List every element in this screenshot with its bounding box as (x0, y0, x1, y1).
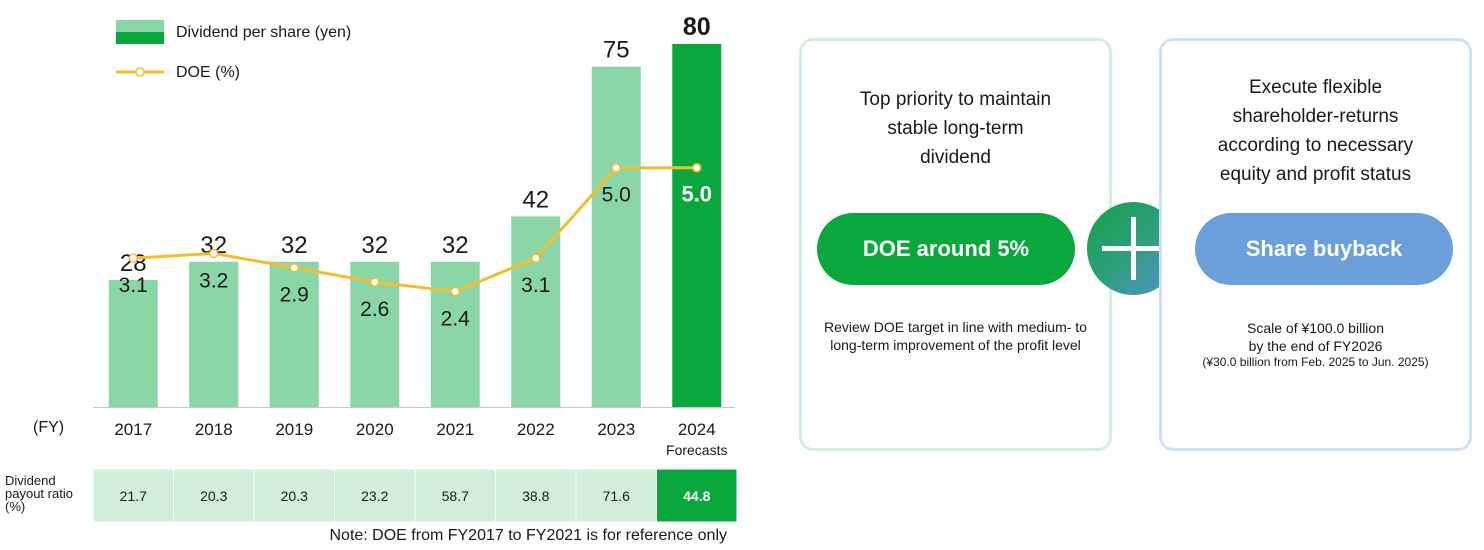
payout-value-2020: 23.2 (361, 488, 388, 504)
payout-value-2018: 20.3 (200, 488, 227, 504)
doe-line (133, 166, 697, 293)
doe-point-2022 (531, 253, 541, 263)
payout-value-2017: 21.7 (120, 488, 147, 504)
doe-value-label-2023: 5.0 (602, 184, 631, 207)
doe-point-2017 (128, 253, 138, 263)
payout-row-label-3: (%) (5, 499, 25, 514)
x-tick-label-2019: 2019 (275, 420, 313, 439)
doe-point-2019 (289, 262, 299, 273)
doe-point-2021 (450, 286, 460, 297)
x-tick-label-2018: 2018 (195, 420, 233, 439)
buyback-note-line2: by the end of FY2026 (1248, 338, 1383, 354)
payout-cell-2024 (656, 468, 738, 523)
doe-value-label-2021: 2.4 (441, 308, 471, 331)
x-tick-label-2023: 2023 (597, 420, 635, 439)
buyback-note-line3: (¥30.0 billion from Feb. 2025 to Jun. 20… (1202, 355, 1429, 369)
bar-value-label-2022: 42 (522, 186, 549, 213)
bar-value-label-2020: 32 (361, 232, 388, 259)
legend-marker-doe (135, 67, 145, 77)
x-tick-label-2021: 2021 (436, 420, 474, 439)
buyback-policy-card: Execute flexible shareholder-returns acc… (1159, 38, 1472, 451)
doe-card-heading: Top priority to maintain stable long-ter… (859, 89, 1052, 168)
buyback-card-heading: Execute flexible shareholder-returns acc… (1217, 77, 1414, 185)
bar-value-label-2019: 32 (281, 232, 308, 259)
forecast-label: Forecasts (666, 442, 727, 458)
bar-2019 (269, 261, 319, 407)
x-tick-label-2022: 2022 (517, 420, 555, 439)
bar-value-label-2024: 80 (683, 13, 711, 41)
payout-cell-2017 (92, 468, 174, 523)
doe-value-label-2019: 2.9 (280, 284, 309, 307)
doe-policy-card: Top priority to maintain stable long-ter… (799, 38, 1112, 451)
x-tick-label-2020: 2020 (356, 420, 394, 439)
doe-pill: DOE around 5% (817, 213, 1075, 285)
doe-value-label-2024: 5.0 (681, 182, 712, 207)
doe-value-label-2018: 3.2 (199, 269, 228, 292)
bar-2024 (672, 44, 722, 407)
bar-2023 (591, 66, 641, 407)
bar-2017 (108, 279, 158, 407)
doe-point-2024 (692, 162, 702, 173)
legend-label-doe: DOE (%) (176, 64, 240, 81)
bar-2022 (511, 216, 561, 407)
doe-value-label-2017: 3.1 (119, 274, 148, 297)
payout-cell-2022 (495, 468, 577, 523)
doe-point-2023 (611, 162, 621, 173)
payout-cell-2023 (575, 468, 657, 523)
x-tick-label-2024: 2024 (678, 420, 716, 439)
fy-axis-label: (FY) (33, 419, 64, 436)
x-tick-label-2017: 2017 (114, 420, 152, 439)
doe-point-2020 (370, 277, 380, 287)
legend-label-dividend: Dividend per share (yen) (176, 24, 351, 41)
doe-value-label-2020: 2.6 (360, 298, 389, 321)
payout-cell-2018 (173, 468, 255, 523)
buyback-pill: Share buyback (1195, 213, 1453, 285)
payout-value-2023: 71.6 (603, 488, 630, 504)
chart-note: Note: DOE from FY2017 to FY2021 is for r… (329, 527, 727, 544)
payout-value-2022: 38.8 (522, 488, 549, 504)
payout-row-label-2: payout ratio (5, 486, 73, 501)
bar-value-label-2023: 75 (603, 37, 630, 64)
payout-row-label-1: Dividend (5, 473, 56, 488)
doe-value-label-2022: 3.1 (521, 274, 550, 297)
payout-value-2024: 44.8 (683, 488, 710, 504)
buyback-note-line1: Scale of ¥100.0 billion (1247, 320, 1384, 336)
bar-2018 (189, 261, 239, 407)
legend-swatch-bar-forecast (116, 32, 164, 44)
doe-card-note: Review DOE target in line with medium- t… (824, 319, 1087, 353)
buyback-card-note: Scale of ¥100.0 billion by the end of FY… (1178, 319, 1453, 370)
bar-value-label-2021: 32 (442, 232, 469, 259)
payout-cell-2020 (334, 468, 416, 523)
payout-value-2019: 20.3 (281, 488, 308, 504)
doe-point-2018 (209, 248, 219, 259)
payout-cell-2021 (414, 468, 496, 523)
payout-value-2021: 58.7 (442, 488, 469, 504)
payout-cell-2019 (253, 468, 335, 523)
